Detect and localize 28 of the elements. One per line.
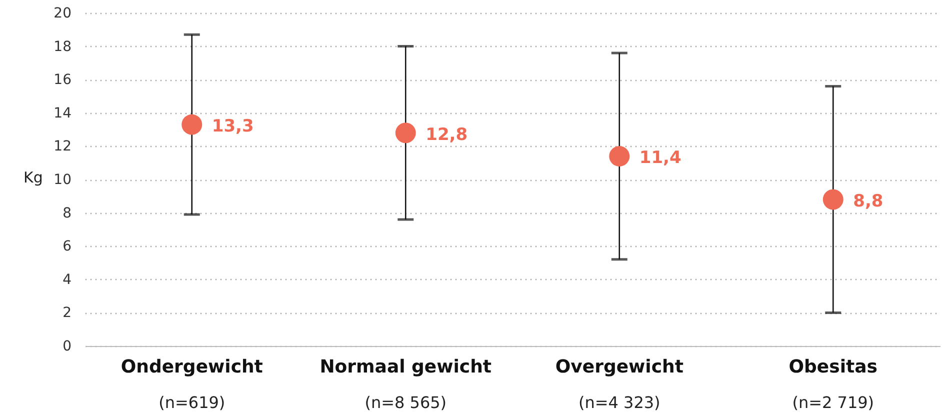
text: (n=619) <box>158 393 226 412</box>
x-tick-label: Ondergewicht <box>120 356 264 378</box>
data-label: 13,3 <box>212 116 254 137</box>
y-tick-label: 0 <box>62 338 72 354</box>
y-tick-label: 8 <box>62 205 72 222</box>
text: (n=4 323) <box>578 393 660 412</box>
text: (n=8 565) <box>364 393 447 412</box>
x-tick-label: Normaal gewicht <box>320 356 492 378</box>
y-tick-label: 4 <box>62 272 72 288</box>
y-tick-label: 6 <box>62 238 72 255</box>
point <box>182 114 202 135</box>
y-tick-label: 14 <box>54 105 72 122</box>
y-tick-label: 20 <box>54 6 72 22</box>
y-tick-label: 12 <box>54 138 72 155</box>
y-tick-label: 10 <box>54 172 72 188</box>
data-label: 12,8 <box>426 124 468 145</box>
y-tick-label: 16 <box>54 72 72 88</box>
y-axis-title: Kg <box>24 168 43 186</box>
y-tick-label: 18 <box>54 38 72 55</box>
data-label: 8,8 <box>853 191 884 212</box>
text: (n=2 719) <box>792 393 874 412</box>
data-label: 11,4 <box>639 148 682 168</box>
x-tick-label: Overgewicht <box>555 356 684 378</box>
point <box>395 122 416 144</box>
point <box>609 146 630 166</box>
y-tick-label: 2 <box>62 305 72 322</box>
x-tick-label: Obesitas <box>788 356 878 378</box>
point <box>822 189 844 210</box>
